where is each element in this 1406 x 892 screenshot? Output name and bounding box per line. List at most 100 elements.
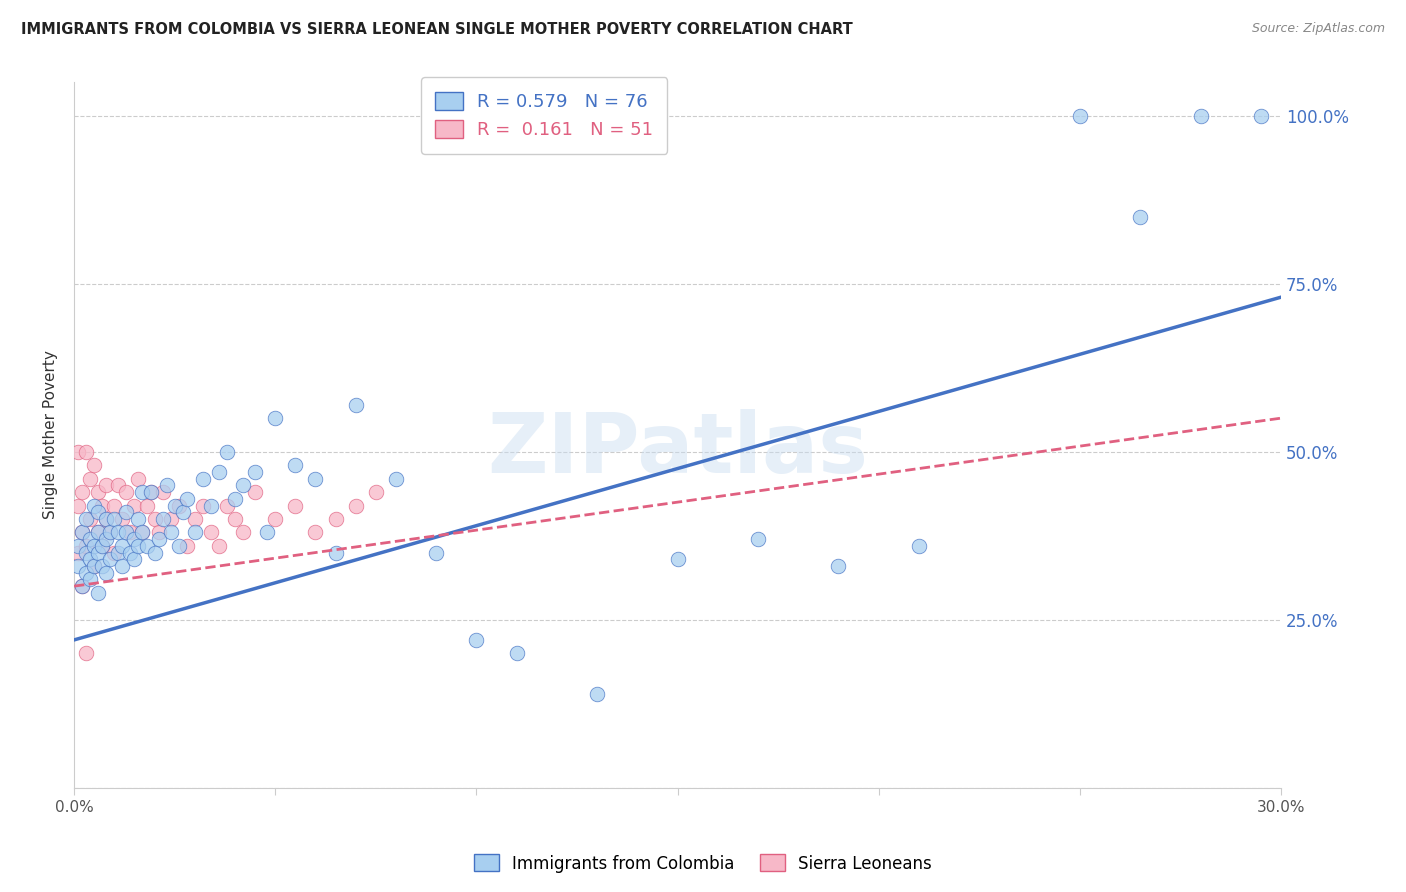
Point	[1129, 210, 1152, 224]
Point	[75, 444, 97, 458]
Point	[87, 525, 110, 540]
Point	[79, 472, 101, 486]
Point	[152, 512, 174, 526]
Point	[91, 539, 114, 553]
Point	[124, 552, 146, 566]
Point	[67, 559, 90, 574]
Point	[385, 472, 408, 486]
Point	[284, 499, 307, 513]
Point	[79, 512, 101, 526]
Point	[107, 525, 129, 540]
Point	[264, 411, 287, 425]
Point	[304, 525, 326, 540]
Point	[200, 499, 222, 513]
Point	[79, 532, 101, 546]
Point	[107, 478, 129, 492]
Point	[111, 539, 134, 553]
Point	[131, 485, 153, 500]
Point	[747, 532, 769, 546]
Point	[465, 632, 488, 647]
Point	[163, 499, 186, 513]
Text: ZIPatlas: ZIPatlas	[486, 409, 868, 490]
Point	[666, 552, 689, 566]
Point	[152, 485, 174, 500]
Point	[91, 539, 114, 553]
Text: IMMIGRANTS FROM COLOMBIA VS SIERRA LEONEAN SINGLE MOTHER POVERTY CORRELATION CHA: IMMIGRANTS FROM COLOMBIA VS SIERRA LEONE…	[21, 22, 853, 37]
Point	[364, 485, 387, 500]
Point	[425, 545, 447, 559]
Point	[172, 505, 194, 519]
Point	[103, 512, 125, 526]
Point	[87, 525, 110, 540]
Point	[176, 539, 198, 553]
Point	[79, 552, 101, 566]
Point	[143, 512, 166, 526]
Point	[83, 559, 105, 574]
Point	[215, 444, 238, 458]
Point	[159, 512, 181, 526]
Point	[148, 532, 170, 546]
Point	[83, 499, 105, 513]
Point	[75, 646, 97, 660]
Point	[79, 573, 101, 587]
Point	[87, 505, 110, 519]
Point	[70, 525, 93, 540]
Point	[191, 499, 214, 513]
Point	[107, 545, 129, 559]
Point	[127, 539, 149, 553]
Point	[586, 687, 609, 701]
Point	[91, 559, 114, 574]
Point	[91, 499, 114, 513]
Point	[232, 525, 254, 540]
Point	[325, 545, 347, 559]
Point	[148, 525, 170, 540]
Point	[139, 485, 162, 500]
Point	[243, 485, 266, 500]
Point	[96, 512, 118, 526]
Point	[75, 512, 97, 526]
Point	[98, 525, 121, 540]
Point	[176, 491, 198, 506]
Point	[505, 646, 527, 660]
Point	[344, 398, 367, 412]
Point	[70, 579, 93, 593]
Point	[135, 539, 157, 553]
Point	[827, 559, 849, 574]
Point	[67, 499, 90, 513]
Point	[87, 485, 110, 500]
Legend: Immigrants from Colombia, Sierra Leoneans: Immigrants from Colombia, Sierra Leonean…	[467, 847, 939, 880]
Point	[224, 491, 246, 506]
Point	[304, 472, 326, 486]
Point	[124, 532, 146, 546]
Point	[111, 512, 134, 526]
Point	[87, 545, 110, 559]
Point	[224, 512, 246, 526]
Point	[127, 512, 149, 526]
Point	[96, 532, 118, 546]
Point	[96, 512, 118, 526]
Point	[184, 525, 207, 540]
Point	[96, 478, 118, 492]
Point	[143, 545, 166, 559]
Point	[156, 478, 179, 492]
Point	[127, 472, 149, 486]
Point	[908, 539, 931, 553]
Point	[131, 525, 153, 540]
Point	[120, 545, 142, 559]
Point	[83, 539, 105, 553]
Point	[83, 559, 105, 574]
Point	[131, 525, 153, 540]
Point	[344, 499, 367, 513]
Point	[70, 525, 93, 540]
Point	[243, 465, 266, 479]
Point	[167, 539, 190, 553]
Point	[159, 525, 181, 540]
Point	[111, 559, 134, 574]
Point	[284, 458, 307, 473]
Point	[75, 545, 97, 559]
Point	[232, 478, 254, 492]
Point	[200, 525, 222, 540]
Point	[135, 499, 157, 513]
Point	[115, 505, 138, 519]
Point	[256, 525, 278, 540]
